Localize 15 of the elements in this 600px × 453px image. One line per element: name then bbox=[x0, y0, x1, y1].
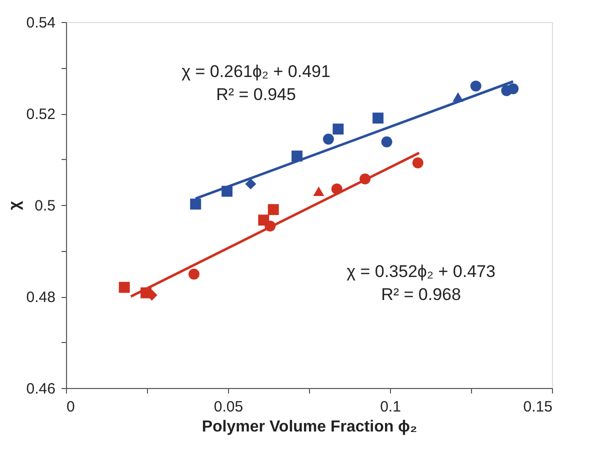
annotation: R² = 0.945 bbox=[216, 85, 296, 104]
y-tick-label: 0.5 bbox=[34, 198, 56, 214]
x-tick-label: 0 bbox=[66, 398, 75, 416]
y-tick-label: 0.54 bbox=[26, 14, 56, 32]
x-tick-label: 0.1 bbox=[380, 398, 401, 416]
x-tick-label: 0.15 bbox=[523, 398, 552, 416]
y-axis-title: χ bbox=[6, 200, 24, 210]
annotation: χ = 0.352ϕ₂ + 0.473 bbox=[346, 262, 496, 281]
x-axis-title: Polymer Volume Fraction ϕ₂ bbox=[202, 418, 418, 436]
annotation: R² = 0.968 bbox=[381, 285, 461, 304]
annotation: χ = 0.261ϕ₂ + 0.491 bbox=[182, 62, 330, 81]
y-tick-label: 0.48 bbox=[26, 289, 56, 306]
x-tick-label: 0.05 bbox=[214, 398, 244, 416]
y-tick-label: 0.46 bbox=[26, 380, 56, 398]
y-tick-label: 0.52 bbox=[26, 106, 56, 123]
